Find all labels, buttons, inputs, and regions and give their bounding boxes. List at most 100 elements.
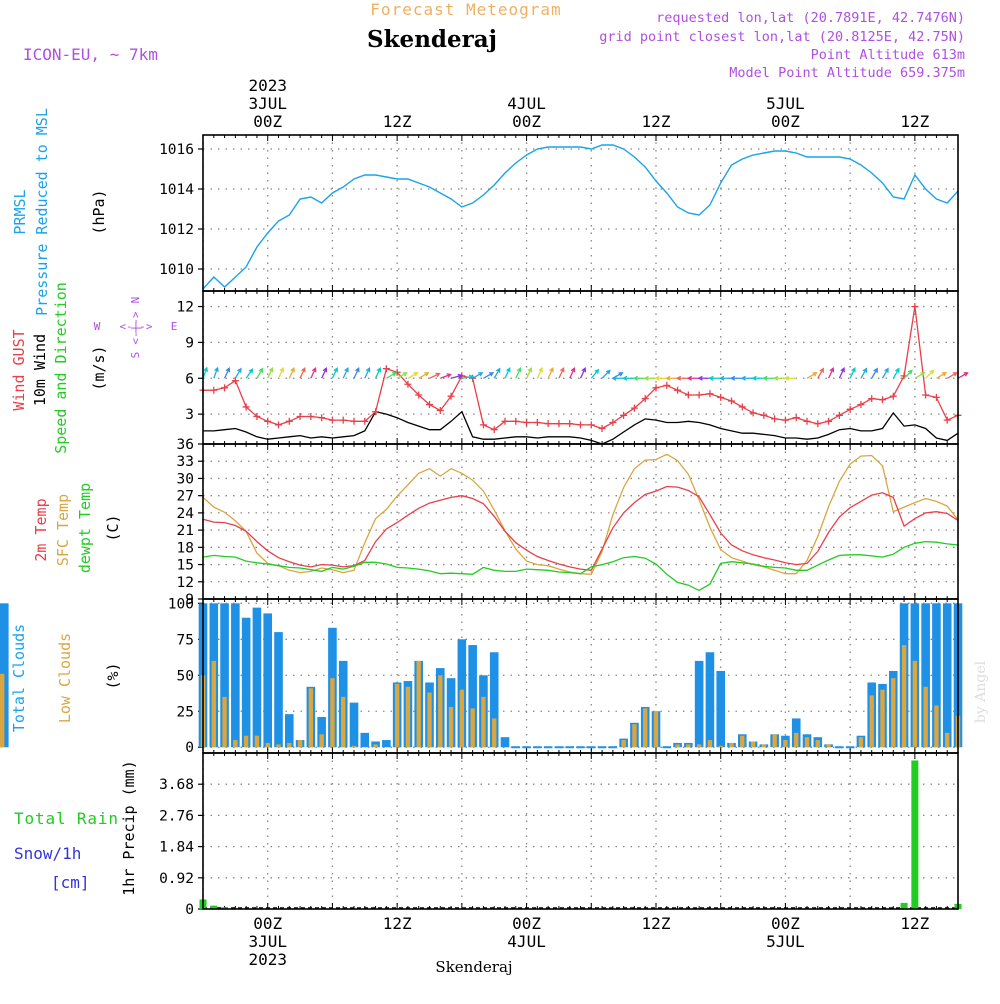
gust-point xyxy=(339,416,347,424)
gust-point xyxy=(350,417,358,425)
point-altitude: Point Altitude 613m xyxy=(811,47,965,63)
low-clouds-bar xyxy=(265,742,270,748)
gust-point xyxy=(447,392,455,400)
wind-direction-arrow xyxy=(245,368,254,379)
wind-ytick-label: 12 xyxy=(177,300,194,316)
super-title: Forecast Meteogram xyxy=(370,0,561,19)
wind-direction-arrow xyxy=(547,367,554,379)
total-clouds-bar xyxy=(694,660,704,748)
low-clouds-bar xyxy=(761,744,767,748)
gust-point xyxy=(695,391,703,399)
pressure-label-line2: Pressure Reduced to MSL xyxy=(33,108,51,316)
low-clouds-bar xyxy=(233,740,238,748)
wind-direction-arrow xyxy=(686,375,700,381)
pressure-ytick-label: 1012 xyxy=(159,222,194,238)
total-clouds-bar xyxy=(565,746,575,749)
compass-rose: W <-|-> E N S <-|-> xyxy=(94,297,178,359)
low-clouds-bar xyxy=(643,708,648,748)
bottom-time-label: 2023 xyxy=(248,950,287,969)
gust-point xyxy=(803,417,811,425)
credit-watermark: by Angel xyxy=(973,660,989,723)
compass-west: W xyxy=(94,320,101,333)
total-clouds-bar xyxy=(597,746,607,749)
wind-ytick-label: 3 xyxy=(185,407,194,423)
wind-direction-arrow xyxy=(838,367,845,379)
wind-direction-arrow xyxy=(849,367,856,379)
low-clouds-bar xyxy=(0,673,5,748)
low-clouds-bar xyxy=(492,718,497,748)
temperature-ytick-label: 12 xyxy=(177,575,194,591)
gust-point xyxy=(328,416,336,424)
wind-direction-arrow xyxy=(881,367,889,379)
clouds-frame xyxy=(202,598,959,754)
temperature-ytick-label: 24 xyxy=(177,506,195,522)
gust-point xyxy=(663,381,671,389)
low-clouds-bar xyxy=(438,675,443,748)
gust-point xyxy=(296,413,304,421)
wind-direction-arrow xyxy=(914,372,926,379)
total-clouds-bar xyxy=(576,746,585,749)
total-clouds-bar xyxy=(533,746,542,749)
compass-arrow: <-|-> xyxy=(119,320,152,333)
clouds-unit: (%) xyxy=(104,662,122,689)
compass-north: N xyxy=(129,297,142,304)
low-clouds-bar xyxy=(276,744,281,748)
gust-point xyxy=(771,415,779,423)
wind-direction-arrow xyxy=(773,375,786,381)
gust-point xyxy=(231,377,239,385)
bottom-time-label: 12Z xyxy=(642,914,671,933)
wind-direction-arrow xyxy=(892,367,900,379)
gust-point xyxy=(382,365,390,373)
low-clouds-bar xyxy=(459,689,465,748)
wind-direction-arrow xyxy=(418,372,430,379)
wind-direction-arrow xyxy=(665,375,678,381)
low-clouds-bar xyxy=(891,678,896,748)
temperature-frame xyxy=(202,443,959,600)
gust-point xyxy=(501,417,509,425)
gust-point xyxy=(426,401,433,409)
top-time-label: 3JUL xyxy=(248,94,287,113)
wind-direction-arrow xyxy=(515,367,522,379)
gust-point xyxy=(857,401,865,409)
wind-direction-arrow xyxy=(342,367,349,379)
wind-frame xyxy=(202,290,959,445)
wind-direction-arrow xyxy=(622,375,635,381)
total-clouds-bar xyxy=(349,702,359,748)
wind-direction-arrow xyxy=(277,367,285,379)
gust-point xyxy=(436,407,444,415)
wind-direction-arrow xyxy=(267,367,274,379)
gust-point xyxy=(684,391,692,399)
gust-point xyxy=(609,418,617,426)
wind10m-series-line xyxy=(203,410,959,445)
clouds-ytick-label: 100 xyxy=(168,596,194,612)
total-clouds-bar xyxy=(263,613,273,748)
temperature-ytick-label: 18 xyxy=(177,540,194,556)
gust-point xyxy=(275,421,282,429)
gust-point xyxy=(911,303,919,311)
compass-south: S xyxy=(129,352,142,359)
total-clouds-bar xyxy=(360,732,370,748)
wind-direction-arrow xyxy=(925,369,935,379)
temperature-ytick-label: 9 xyxy=(185,592,194,608)
wind-direction-arrow xyxy=(569,367,576,379)
temp2m-series-line xyxy=(202,485,959,571)
total-clouds-bar xyxy=(835,746,844,749)
gust-point xyxy=(221,384,229,392)
wind-direction-arrow xyxy=(374,367,382,379)
low-clouds-bar xyxy=(373,744,378,748)
pressure-ytick-label: 1010 xyxy=(159,262,194,278)
gust-point xyxy=(318,414,326,422)
total-clouds-bar xyxy=(662,746,672,749)
gust-point xyxy=(361,417,369,425)
rain-bar xyxy=(911,760,919,909)
total-clouds-label: Total Clouds xyxy=(10,624,28,732)
bottom-time-label: 3JUL xyxy=(248,932,287,951)
bottom-time-label: 00Z xyxy=(771,914,800,933)
gust-point xyxy=(835,411,843,419)
low-clouds-bar xyxy=(351,745,357,748)
low-clouds-bar xyxy=(740,735,745,748)
low-clouds-bar xyxy=(869,695,874,748)
gust-point xyxy=(814,420,822,428)
gust-point xyxy=(706,390,714,398)
